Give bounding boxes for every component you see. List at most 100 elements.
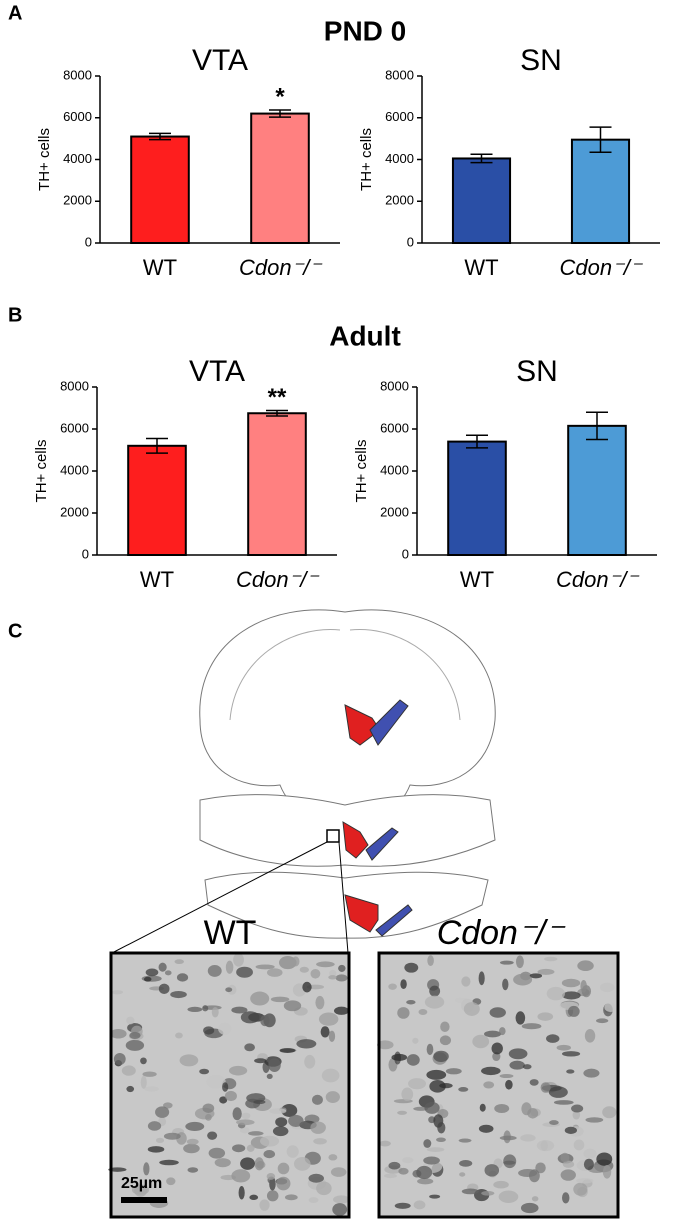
y-tick-label: 2000 bbox=[385, 193, 414, 208]
cell bbox=[254, 1157, 264, 1171]
cell bbox=[206, 1074, 226, 1089]
cell bbox=[573, 1139, 585, 1151]
cell bbox=[478, 971, 485, 986]
cell bbox=[509, 1060, 525, 1070]
x-tick-label: Cdon⁻/⁻ bbox=[560, 255, 644, 280]
cell bbox=[266, 1173, 276, 1180]
cell bbox=[219, 1096, 228, 1104]
cell bbox=[249, 1194, 259, 1200]
y-tick-label: 4000 bbox=[63, 151, 92, 166]
chart-title: VTA bbox=[189, 355, 245, 388]
cell bbox=[445, 1068, 462, 1075]
cell bbox=[231, 1169, 251, 1183]
cell bbox=[311, 1094, 323, 1105]
section-title: Adult bbox=[329, 320, 401, 351]
cell bbox=[255, 964, 275, 970]
cell bbox=[310, 968, 321, 979]
bar bbox=[130, 135, 190, 245]
y-tick-label: 0 bbox=[82, 546, 89, 561]
cell bbox=[379, 1140, 391, 1147]
cell bbox=[174, 959, 184, 965]
significance: ** bbox=[268, 384, 287, 411]
cell bbox=[566, 1069, 575, 1074]
cell bbox=[232, 1107, 242, 1121]
cell bbox=[571, 1104, 584, 1113]
panel-label: A bbox=[8, 2, 22, 24]
cell bbox=[145, 968, 159, 977]
image-label: WT bbox=[204, 914, 257, 952]
cell bbox=[508, 1048, 528, 1060]
cell bbox=[202, 1005, 209, 1012]
cell bbox=[429, 1194, 441, 1199]
cell bbox=[276, 1176, 291, 1191]
cell bbox=[520, 1134, 536, 1142]
cell bbox=[397, 1007, 410, 1019]
significance: * bbox=[275, 83, 285, 110]
cell bbox=[478, 1124, 494, 1133]
y-axis-label: TH+ cells bbox=[353, 440, 370, 503]
cell bbox=[163, 1132, 181, 1140]
cell bbox=[248, 1131, 264, 1136]
cell bbox=[125, 1039, 145, 1051]
cell bbox=[584, 1028, 596, 1043]
y-tick-label: 4000 bbox=[60, 462, 89, 477]
bar bbox=[570, 138, 631, 244]
cell bbox=[183, 1143, 200, 1154]
cell bbox=[481, 1066, 501, 1076]
y-axis-label: TH+ cells bbox=[36, 128, 53, 191]
cell bbox=[483, 1030, 502, 1038]
cell bbox=[458, 1138, 472, 1143]
cell bbox=[437, 1122, 446, 1134]
brain-atlas bbox=[111, 609, 496, 954]
cell bbox=[170, 991, 187, 999]
image-frame bbox=[109, 951, 351, 1219]
cell bbox=[529, 1079, 539, 1086]
cell bbox=[308, 1197, 319, 1204]
cell bbox=[583, 1158, 594, 1171]
panel-label: B bbox=[8, 304, 22, 326]
cell bbox=[424, 1101, 440, 1114]
cell bbox=[175, 1032, 183, 1039]
cell bbox=[318, 1012, 339, 1026]
y-tick-label: 8000 bbox=[63, 67, 92, 82]
cell bbox=[185, 1121, 205, 1132]
cell bbox=[229, 1065, 248, 1076]
cell bbox=[562, 1160, 575, 1168]
bar bbox=[250, 112, 310, 244]
bar bbox=[447, 440, 507, 557]
cell bbox=[498, 1190, 519, 1204]
cell bbox=[179, 1054, 199, 1067]
cell bbox=[426, 1069, 447, 1080]
cell bbox=[159, 1159, 179, 1166]
cell bbox=[398, 1167, 409, 1175]
cell bbox=[436, 1137, 446, 1142]
x-tick-label: WT bbox=[140, 567, 174, 592]
cell bbox=[585, 1117, 604, 1123]
cell bbox=[176, 973, 189, 982]
cell bbox=[459, 1172, 466, 1177]
cell bbox=[236, 1119, 255, 1126]
cell bbox=[244, 1043, 255, 1052]
cell bbox=[602, 1165, 612, 1179]
cell bbox=[277, 1162, 290, 1175]
cell bbox=[268, 1058, 281, 1073]
cell bbox=[250, 991, 270, 1006]
cell bbox=[515, 1011, 526, 1025]
cell bbox=[491, 1042, 503, 1055]
cell bbox=[499, 1027, 506, 1036]
cell bbox=[233, 952, 244, 967]
cell bbox=[426, 1043, 434, 1056]
cell bbox=[108, 1167, 127, 1172]
cell bbox=[121, 1065, 136, 1076]
cell bbox=[308, 1173, 324, 1183]
x-tick-label: Cdon⁻/⁻ bbox=[239, 255, 323, 280]
cell bbox=[329, 969, 337, 977]
cell bbox=[109, 1028, 127, 1039]
cell bbox=[391, 1053, 408, 1061]
cell bbox=[388, 1161, 401, 1170]
bar bbox=[127, 444, 187, 556]
cell bbox=[134, 1184, 148, 1197]
cell bbox=[562, 1192, 570, 1204]
cell bbox=[388, 983, 397, 990]
cell bbox=[272, 1126, 289, 1137]
